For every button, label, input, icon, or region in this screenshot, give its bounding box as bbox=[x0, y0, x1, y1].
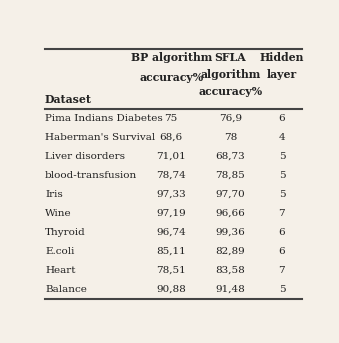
Text: 68,73: 68,73 bbox=[216, 152, 245, 161]
Text: algorithm: algorithm bbox=[200, 69, 260, 80]
Text: 97,19: 97,19 bbox=[156, 209, 186, 217]
Text: 97,33: 97,33 bbox=[156, 190, 186, 199]
Text: 6: 6 bbox=[279, 228, 285, 237]
Text: 76,9: 76,9 bbox=[219, 114, 242, 122]
Text: 71,01: 71,01 bbox=[156, 152, 186, 161]
Text: 83,58: 83,58 bbox=[216, 265, 245, 275]
Text: Balance: Balance bbox=[45, 285, 87, 294]
Text: 78: 78 bbox=[224, 132, 237, 142]
Text: 85,11: 85,11 bbox=[156, 247, 186, 256]
Text: 96,66: 96,66 bbox=[216, 209, 245, 217]
Text: Liver disorders: Liver disorders bbox=[45, 152, 125, 161]
Text: Wine: Wine bbox=[45, 209, 72, 217]
Text: Dataset: Dataset bbox=[45, 94, 92, 105]
Text: Haberman's Survival: Haberman's Survival bbox=[45, 132, 155, 142]
Text: 5: 5 bbox=[279, 190, 285, 199]
Text: 99,36: 99,36 bbox=[216, 228, 245, 237]
Text: accuracy%: accuracy% bbox=[139, 72, 203, 83]
Text: 82,89: 82,89 bbox=[216, 247, 245, 256]
Text: 78,51: 78,51 bbox=[156, 265, 186, 275]
Text: accuracy%: accuracy% bbox=[198, 86, 262, 97]
Text: 90,88: 90,88 bbox=[156, 285, 186, 294]
Text: 5: 5 bbox=[279, 152, 285, 161]
Text: layer: layer bbox=[267, 69, 297, 80]
Text: 68,6: 68,6 bbox=[160, 132, 183, 142]
Text: Pima Indians Diabetes: Pima Indians Diabetes bbox=[45, 114, 163, 122]
Text: 78,85: 78,85 bbox=[216, 170, 245, 180]
Text: BP algorithm: BP algorithm bbox=[131, 52, 212, 63]
Text: 75: 75 bbox=[164, 114, 178, 122]
Text: Iris: Iris bbox=[45, 190, 63, 199]
Text: Heart: Heart bbox=[45, 265, 76, 275]
Text: 91,48: 91,48 bbox=[216, 285, 245, 294]
Text: 7: 7 bbox=[279, 209, 285, 217]
Text: 96,74: 96,74 bbox=[156, 228, 186, 237]
Text: Thyroid: Thyroid bbox=[45, 228, 86, 237]
Text: 6: 6 bbox=[279, 247, 285, 256]
Text: SFLA: SFLA bbox=[215, 52, 246, 63]
Text: 4: 4 bbox=[279, 132, 285, 142]
Text: Hidden: Hidden bbox=[260, 52, 304, 63]
Text: 97,70: 97,70 bbox=[216, 190, 245, 199]
Text: 6: 6 bbox=[279, 114, 285, 122]
Text: 78,74: 78,74 bbox=[156, 170, 186, 180]
Text: 5: 5 bbox=[279, 170, 285, 180]
Text: blood-transfusion: blood-transfusion bbox=[45, 170, 137, 180]
Text: E.coli: E.coli bbox=[45, 247, 74, 256]
Text: 5: 5 bbox=[279, 285, 285, 294]
Text: 7: 7 bbox=[279, 265, 285, 275]
